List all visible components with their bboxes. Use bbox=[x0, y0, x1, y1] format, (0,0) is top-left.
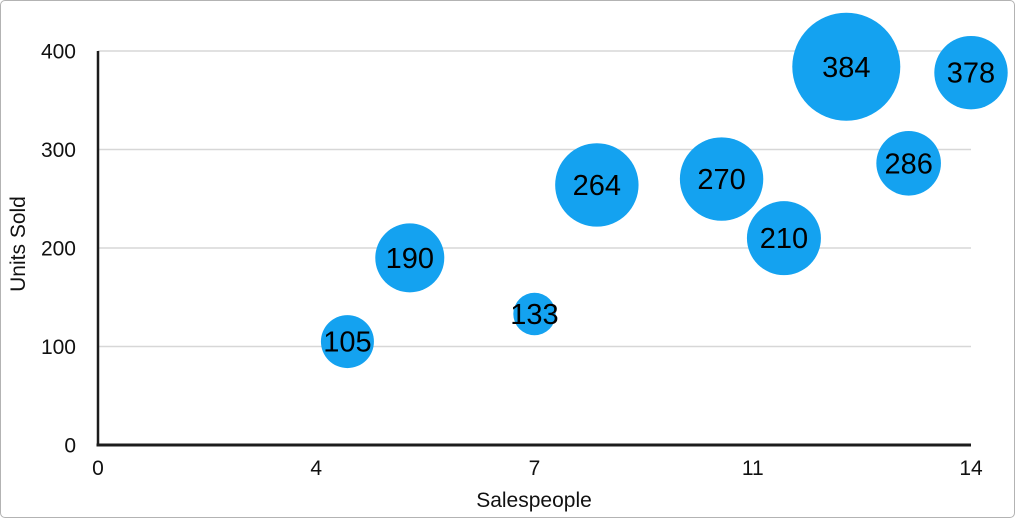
y-tick-label: 100 bbox=[41, 336, 76, 359]
bubble-label: 210 bbox=[760, 223, 808, 255]
x-tick-label: 14 bbox=[959, 457, 983, 480]
bubble[interactable] bbox=[679, 137, 764, 221]
bubble[interactable] bbox=[876, 130, 941, 196]
bubble[interactable] bbox=[746, 201, 821, 276]
axis-lines bbox=[96, 51, 971, 447]
x-tick-label: 4 bbox=[310, 457, 322, 480]
bubble[interactable] bbox=[320, 315, 374, 369]
x-axis-title: Salespeople bbox=[476, 489, 592, 512]
bubble[interactable] bbox=[555, 143, 639, 227]
bubble[interactable] bbox=[375, 223, 445, 293]
bubble-series: 105 190 133 264 270 210 384 286 378 bbox=[320, 12, 1008, 369]
bubble-label: 270 bbox=[697, 164, 745, 196]
bubble-label: 286 bbox=[884, 148, 932, 180]
bubble-label: 190 bbox=[386, 243, 434, 275]
bubble-label: 378 bbox=[947, 58, 995, 90]
bubble[interactable] bbox=[934, 35, 1008, 110]
y-axis-tick-labels: 0 100 200 300 400 bbox=[41, 41, 76, 458]
y-axis-title: Units Sold bbox=[7, 196, 30, 292]
x-tick-label: 7 bbox=[529, 457, 541, 480]
y-tick-label: 300 bbox=[41, 139, 76, 162]
x-axis-tick-labels: 0 4 7 11 14 bbox=[92, 457, 983, 480]
y-tick-label: 400 bbox=[41, 41, 76, 64]
x-tick-label: 0 bbox=[92, 457, 104, 480]
bubble-label: 384 bbox=[822, 52, 870, 84]
y-tick-label: 200 bbox=[41, 238, 76, 261]
y-tick-label: 0 bbox=[64, 435, 76, 458]
bubble-label: 105 bbox=[323, 327, 371, 359]
bubble[interactable] bbox=[792, 12, 901, 121]
bubble-label: 264 bbox=[573, 170, 621, 202]
x-tick-label: 11 bbox=[742, 457, 764, 480]
bubble-label: 133 bbox=[510, 299, 558, 331]
bubble[interactable] bbox=[513, 292, 556, 336]
